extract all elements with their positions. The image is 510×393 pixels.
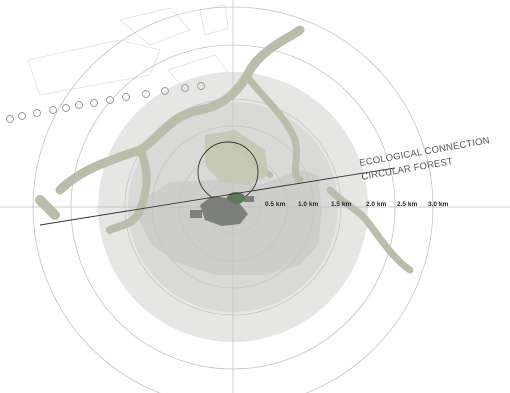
- distance-labels: 0.5 km 1.0 km 1.5 km 2.0 km 2.5 km 3.0 k…: [265, 201, 448, 208]
- building-dots: [6, 82, 205, 123]
- corridor-patch: [205, 130, 268, 185]
- connection-line: [39, 167, 396, 226]
- distance-label-2-5: 2.5 km: [397, 201, 417, 208]
- distance-label-1-5: 1.5 km: [331, 201, 351, 208]
- distance-label-1-0: 1.0 km: [298, 201, 318, 208]
- center-green-patch: [227, 192, 245, 204]
- distance-label-3-0: 3.0 km: [428, 201, 448, 208]
- distance-label-0-5: 0.5 km: [265, 201, 285, 208]
- distance-label-2-0: 2.0 km: [366, 201, 386, 208]
